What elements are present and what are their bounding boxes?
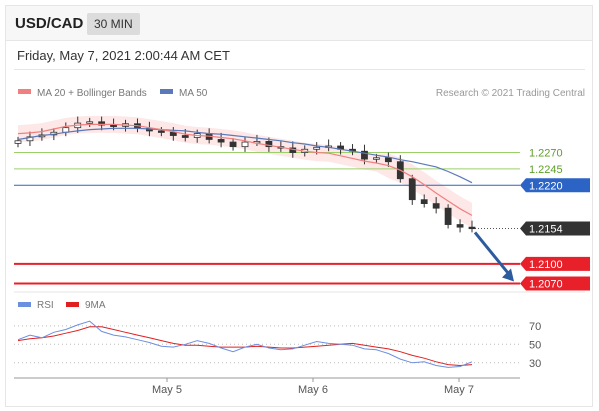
- support-label: 1.2070: [529, 278, 563, 290]
- rsi-legend-swatch: [18, 302, 31, 307]
- candle-body: [444, 207, 452, 225]
- ma20-line: [17, 123, 473, 216]
- candle-body: [384, 157, 392, 163]
- current-price-label: 1.2154: [529, 223, 563, 235]
- rsi-tick-label: 30: [529, 358, 541, 370]
- ma50-line: [17, 127, 473, 184]
- resistance-label: 1.2270: [529, 148, 563, 160]
- candle-body: [265, 141, 273, 148]
- report-datetime: Friday, May 7, 2021 2:00:44 AM CET: [17, 48, 230, 63]
- candle-body: [420, 199, 428, 205]
- chart-panel: [5, 41, 593, 407]
- time-axis-label: May 5: [152, 384, 182, 396]
- rsi-chart-area: 70 50 30: [14, 320, 541, 370]
- support-label: 1.2100: [529, 259, 563, 271]
- forecast-arrow: [473, 231, 512, 277]
- ma20-legend-label: MA 20 + Bollinger Bands: [37, 88, 147, 99]
- candle-body: [373, 157, 380, 160]
- support-tag: [520, 276, 590, 291]
- main-chart-area: 1.2270 1.2245 1.2220 1.2154 1.2100 1.2070: [14, 115, 590, 291]
- pivot-tag: [520, 178, 590, 193]
- candle-body: [432, 203, 440, 209]
- candle-body: [110, 124, 117, 127]
- rsi-line: [17, 320, 473, 368]
- candle-body: [181, 135, 189, 138]
- candle-body: [26, 136, 34, 142]
- candle-body: [157, 130, 165, 133]
- time-axis-label: May 6: [298, 384, 328, 396]
- forecast-arrowhead: [502, 268, 514, 282]
- ma50-legend-swatch: [160, 89, 173, 94]
- symbol-label: USD/CAD: [15, 15, 84, 32]
- candle-body: [169, 131, 177, 136]
- ma9-legend-label: 9MA: [85, 300, 106, 311]
- rsi-tick-label: 70: [529, 321, 541, 333]
- ma50-legend-label: MA 50: [179, 88, 208, 99]
- header-divider: [14, 69, 585, 70]
- time-axis-label: May 7: [444, 384, 474, 396]
- candle-body: [313, 146, 321, 150]
- candle-body: [456, 224, 464, 228]
- rsi-legend-label: RSI: [37, 300, 54, 311]
- current-price-tag: [520, 221, 590, 236]
- time-axis: May 5 May 6 May 7: [14, 377, 520, 396]
- timeframe-badge[interactable]: 30 MIN: [87, 13, 140, 35]
- candle-body: [361, 150, 368, 160]
- candle-body: [468, 226, 476, 230]
- resistance-label: 1.2245: [529, 164, 563, 176]
- candle-body: [229, 141, 237, 148]
- candle-body: [98, 121, 106, 126]
- ma20-legend-swatch: [18, 89, 31, 94]
- candle-body: [217, 139, 225, 143]
- rsi-tick-label: 50: [529, 339, 541, 351]
- candle-body: [241, 141, 249, 148]
- candle-body: [408, 178, 416, 201]
- chart-header: USD/CAD 30 MIN: [5, 5, 593, 41]
- candle-body: [14, 140, 22, 144]
- credit-label: Research © 2021 Trading Central: [436, 88, 585, 99]
- candle-body: [86, 121, 94, 124]
- support-tag: [520, 256, 590, 271]
- pivot-label: 1.2220: [529, 180, 563, 192]
- ma9-legend-swatch: [66, 302, 79, 307]
